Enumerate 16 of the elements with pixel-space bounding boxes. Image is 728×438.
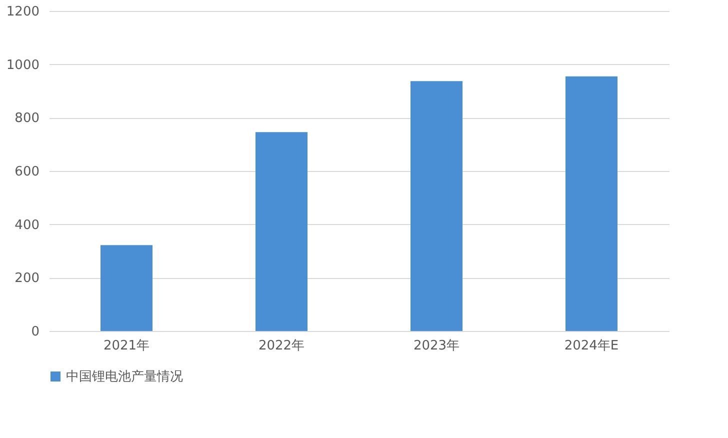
bar (566, 76, 618, 331)
y-tick-label: 600 (14, 164, 40, 180)
y-tick-label: 0 (31, 324, 40, 340)
y-tick-label: 1000 (6, 58, 40, 73)
bar (410, 81, 462, 331)
y-tick-label: 400 (14, 218, 40, 233)
bar (256, 132, 308, 331)
x-tick-label: 2023年 (413, 338, 460, 354)
y-tick-label: 200 (14, 271, 40, 286)
x-tick-label: 2022年 (258, 338, 305, 354)
bar (100, 245, 152, 331)
y-tick-label: 1200 (6, 4, 40, 20)
x-tick-label: 2021年 (103, 338, 150, 354)
y-tick-label: 800 (14, 111, 40, 126)
x-tick-label: 2024年E (564, 338, 619, 354)
legend-label: 中国锂电池产量情况 (66, 370, 183, 384)
